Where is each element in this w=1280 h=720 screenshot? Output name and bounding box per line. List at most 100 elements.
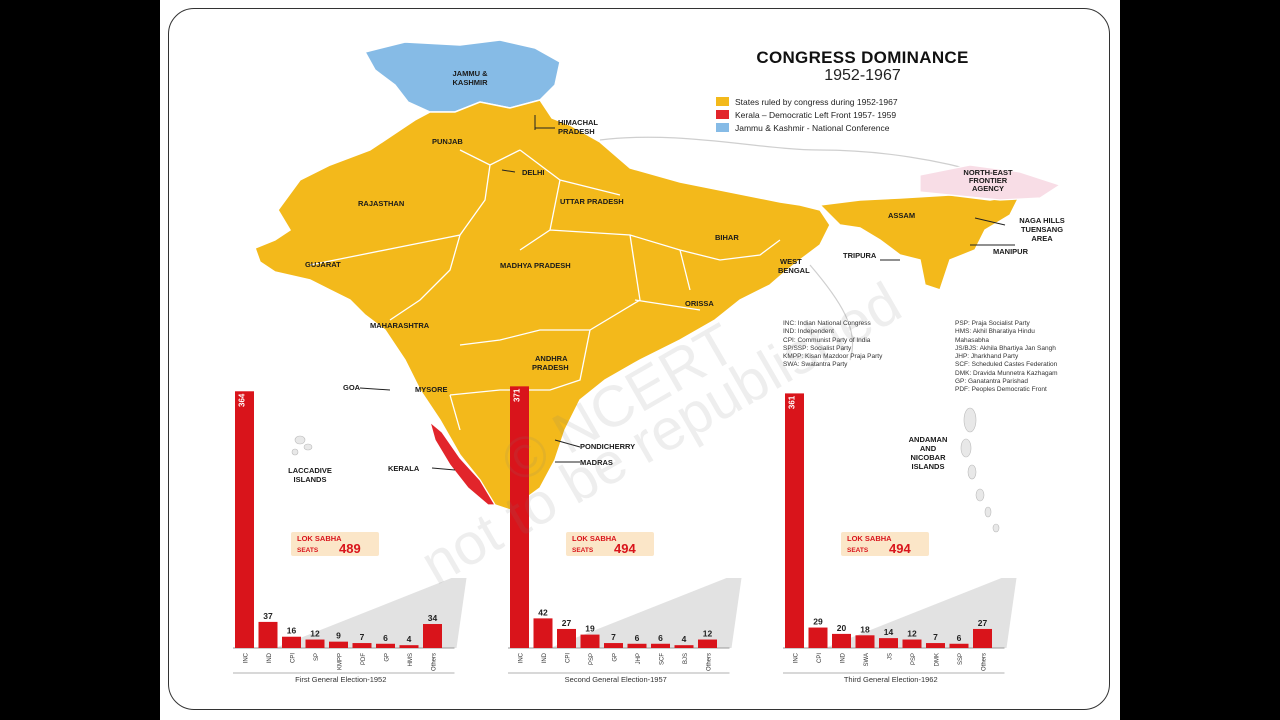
- bar-category-label: CPI: [566, 653, 572, 663]
- bar-value-label: 14: [884, 627, 894, 637]
- abbr-item: JS/BJS: Akhila Bhartiya Jan Sangh: [955, 344, 1056, 352]
- legend-item-jk: Jammu & Kashmir - National Conference: [716, 121, 898, 134]
- bar-gp: [604, 643, 623, 648]
- bar-category-label: SCF: [660, 653, 666, 665]
- chart-title: Third General Election-1962: [844, 675, 938, 684]
- label-mysore: MYSORE: [415, 385, 448, 394]
- label-orissa: ORISSA: [685, 299, 714, 308]
- bar-inc: [235, 391, 254, 648]
- bar-category-label: INC: [244, 652, 250, 663]
- bar-scf: [651, 643, 670, 648]
- bar-category-label: INC: [519, 652, 525, 663]
- bar-category-label: GP: [613, 653, 619, 662]
- bar-value-label: 4: [682, 634, 687, 644]
- label-tripura: TRIPURA: [843, 251, 877, 260]
- chart-title: Second General Election-1957: [565, 675, 667, 684]
- label-gujarat: GUJARAT: [305, 260, 341, 269]
- bar-value-label: 27: [978, 618, 988, 628]
- bar-psp: [902, 639, 922, 648]
- abbr-item: GP: Ganatantra Parishad: [955, 378, 1028, 386]
- bar-value-label: 364: [238, 393, 247, 407]
- lok-sabha-badge: [566, 532, 654, 556]
- abbr-item: SP/SSP: Socialist Party: [783, 344, 852, 352]
- map-title: CONGRESS DOMINANCE: [756, 48, 969, 67]
- abbr-item: SWA: Swatantra Party: [783, 361, 848, 369]
- slide: JAMMU & KASHMIR HIMACHAL PRADESH PUNJAB …: [160, 0, 1120, 720]
- bar-category-label: PSP: [911, 653, 917, 665]
- bar-category-label: IND: [267, 652, 273, 663]
- label-up: UTTAR PRADESH: [560, 197, 624, 206]
- label-jk-1: JAMMU &: [453, 69, 489, 78]
- abbr-item: KMPP: Kisan Mazdoor Praja Party: [783, 353, 883, 361]
- label-kerala: KERALA: [388, 464, 420, 473]
- title-block: CONGRESS DOMINANCE 1952-1967: [720, 48, 1005, 85]
- bar-value-label: 6: [957, 633, 962, 643]
- bar-hms: [399, 645, 419, 648]
- bar-ind: [258, 621, 278, 648]
- region-congress-states: [254, 99, 831, 511]
- badge-total-seats: 494: [889, 541, 911, 556]
- bar-value-label: 6: [635, 633, 640, 643]
- label-madras: MADRAS: [580, 458, 613, 467]
- abbr-item: IND: Independent: [783, 328, 834, 336]
- label-nefa-1: NORTH-EAST: [963, 168, 1013, 177]
- bar-value-label: 42: [538, 607, 548, 617]
- abbr-item: PSP: Praja Socialist Party: [955, 320, 1030, 327]
- legend-swatch-jk: [716, 123, 729, 132]
- badge-total-seats: 494: [614, 541, 636, 556]
- bar-psp: [580, 634, 600, 648]
- label-wb-2: BENGAL: [778, 266, 810, 275]
- abbr-item: DMK: Dravida Munnetra Kazhagam: [955, 369, 1058, 377]
- bar-category-label: KMPP: [338, 653, 344, 670]
- bar-ind: [533, 618, 553, 648]
- badge-line1: LOK SABHA: [572, 534, 617, 543]
- bar-value-label: 19: [585, 624, 595, 634]
- bar-value-label: 6: [383, 633, 388, 643]
- label-jk-2: KASHMIR: [453, 78, 489, 87]
- badge-line2: SEATS: [572, 547, 594, 554]
- badge-line2: SEATS: [847, 547, 869, 554]
- label-assam: ASSAM: [888, 211, 915, 220]
- bar-bjs: [674, 645, 694, 648]
- bar-category-label: PSP: [589, 653, 595, 665]
- label-laccadive-2: ISLANDS: [294, 475, 327, 484]
- abbr-item: SCF: Scheduled Castes Federation: [955, 361, 1058, 369]
- bar-value-label: 7: [611, 632, 616, 642]
- leader-lines: [359, 115, 1015, 471]
- abbr-item: INC: Indian National Congress: [783, 320, 871, 327]
- abbreviations-left: INC: Indian National Congress IND: Indep…: [783, 320, 882, 370]
- bar-category-label: CPI: [817, 653, 823, 663]
- bar-cpi: [557, 628, 576, 648]
- bar-value-label: 12: [703, 629, 713, 639]
- bar-category-label: SSP: [958, 653, 964, 665]
- legend-swatch-congress: [716, 97, 729, 106]
- region-nefa: [919, 164, 1062, 201]
- label-mp: MADHYA PRADESH: [500, 261, 571, 270]
- india-map: JAMMU & KASHMIR HIMACHAL PRADESH PUNJAB …: [233, 39, 1065, 684]
- label-rajasthan: RAJASTHAN: [358, 199, 404, 208]
- bar-gp: [376, 643, 395, 648]
- chart-shadow: [275, 578, 467, 648]
- label-nefa-2: FRONTIER: [969, 176, 1008, 185]
- lok-sabha-badge: [291, 532, 379, 556]
- legend: States ruled by congress during 1952-196…: [716, 95, 898, 134]
- label-laccadive-1: LACCADIVE: [288, 466, 332, 475]
- legend-label-congress: States ruled by congress during 1952-196…: [735, 96, 898, 107]
- bar-value-label: 7: [360, 632, 365, 642]
- bar-category-label: Others: [432, 653, 438, 671]
- label-nefa-3: AGENCY: [972, 184, 1004, 193]
- label-manipur: MANIPUR: [993, 247, 1029, 256]
- bar-value-label: 371: [513, 388, 522, 402]
- bar-value-label: 12: [310, 629, 320, 639]
- bar-category-label: IND: [542, 652, 548, 663]
- state-borders: [309, 149, 781, 431]
- label-andaman-3: NICOBAR: [911, 453, 947, 462]
- bar-category-label: Others: [982, 653, 988, 671]
- legend-item-kerala: Kerala – Democratic Left Front 1957- 195…: [716, 108, 898, 121]
- bar-js: [879, 638, 898, 648]
- legend-swatch-kerala: [716, 110, 729, 119]
- abbreviations-right: PSP: Praja Socialist Party HMS: Akhil Bh…: [955, 320, 1058, 395]
- abbr-item: Mahasabha: [955, 336, 989, 344]
- bar-cpi: [808, 627, 828, 648]
- label-pondicherry: PONDICHERRY: [580, 442, 635, 451]
